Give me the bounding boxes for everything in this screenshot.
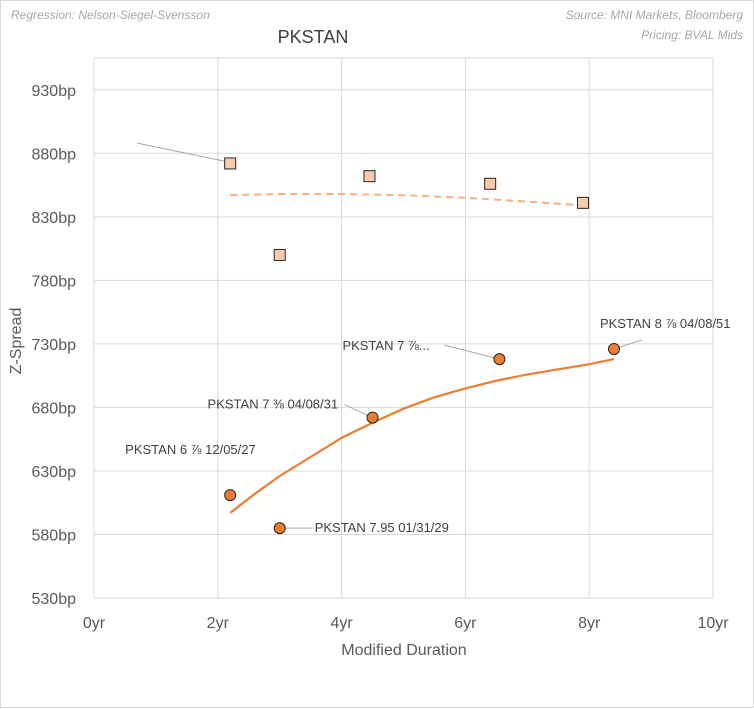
peer-bond-point: [363, 170, 376, 183]
regression-note: Regression: Nelson-Siegel-Svensson: [11, 8, 210, 22]
y-tick-label: 630bp: [32, 464, 77, 481]
y-tick-label: 930bp: [32, 83, 77, 100]
x-axis-label: Modified Duration: [341, 642, 466, 659]
pkstan-bond-point: [366, 411, 379, 424]
gridlines: [93, 57, 714, 599]
peer-bond-point: [273, 248, 286, 261]
x-tick-label: 8yr: [578, 615, 601, 632]
y-tick-label: 880bp: [32, 146, 77, 163]
data-label-leader-line: [444, 344, 500, 360]
pkstan-fit-line: [229, 358, 615, 514]
tick-labels: 530bp 580bp 630bp 680bp 730bp 780bp 830bp 880bp…: [32, 83, 730, 632]
pkstan-bond-point: [607, 342, 620, 355]
y-tick-label: 780bp: [32, 273, 77, 290]
source-note: Source: MNI Markets, Bloomberg: [566, 8, 744, 22]
data-label: PKSTAN 7 ⅜ 04/08/31: [208, 397, 339, 412]
annotation-leader-line: [137, 142, 227, 162]
pkstan-bond-point: [273, 522, 286, 535]
y-tick-label: 530bp: [32, 591, 77, 608]
y-tick-label: 580bp: [32, 527, 77, 544]
peer-fit-line: [230, 193, 584, 207]
pricing-note: Pricing: BVAL Mids: [641, 28, 743, 42]
data-markers: [224, 157, 620, 535]
x-tick-label: 6yr: [454, 615, 477, 632]
chart-title: PKSTAN: [278, 27, 349, 47]
data-label: PKSTAN 7 ⅞...: [342, 338, 429, 353]
y-tick-label: 680bp: [32, 400, 77, 417]
x-tick-label: 10yr: [697, 615, 729, 632]
y-tick-label: 730bp: [32, 337, 77, 354]
leader-lines: [137, 142, 643, 529]
pkstan-bond-point: [493, 353, 506, 366]
data-label: PKSTAN 6 ⅞ 12/05/27: [125, 442, 256, 457]
fit-lines: [229, 193, 615, 514]
x-tick-label: 2yr: [207, 615, 230, 632]
data-label: PKSTAN 7.95 01/31/29: [315, 520, 449, 535]
x-tick-label: 4yr: [330, 615, 353, 632]
data-labels: PKSTAN 6 ⅞ 12/05/27 PKSTAN 7.95 01/31/29 P…: [125, 316, 730, 535]
x-tick-label: 0yr: [83, 615, 106, 632]
peer-bond-point: [484, 177, 497, 190]
y-axis-label: Z-Spread: [8, 308, 25, 375]
pkstan-bond-point: [224, 489, 237, 502]
y-tick-label: 830bp: [32, 210, 77, 227]
peer-bond-point: [224, 157, 237, 170]
peer-bond-point: [577, 196, 590, 209]
data-label: PKSTAN 8 ⅞ 04/08/51: [600, 316, 731, 331]
